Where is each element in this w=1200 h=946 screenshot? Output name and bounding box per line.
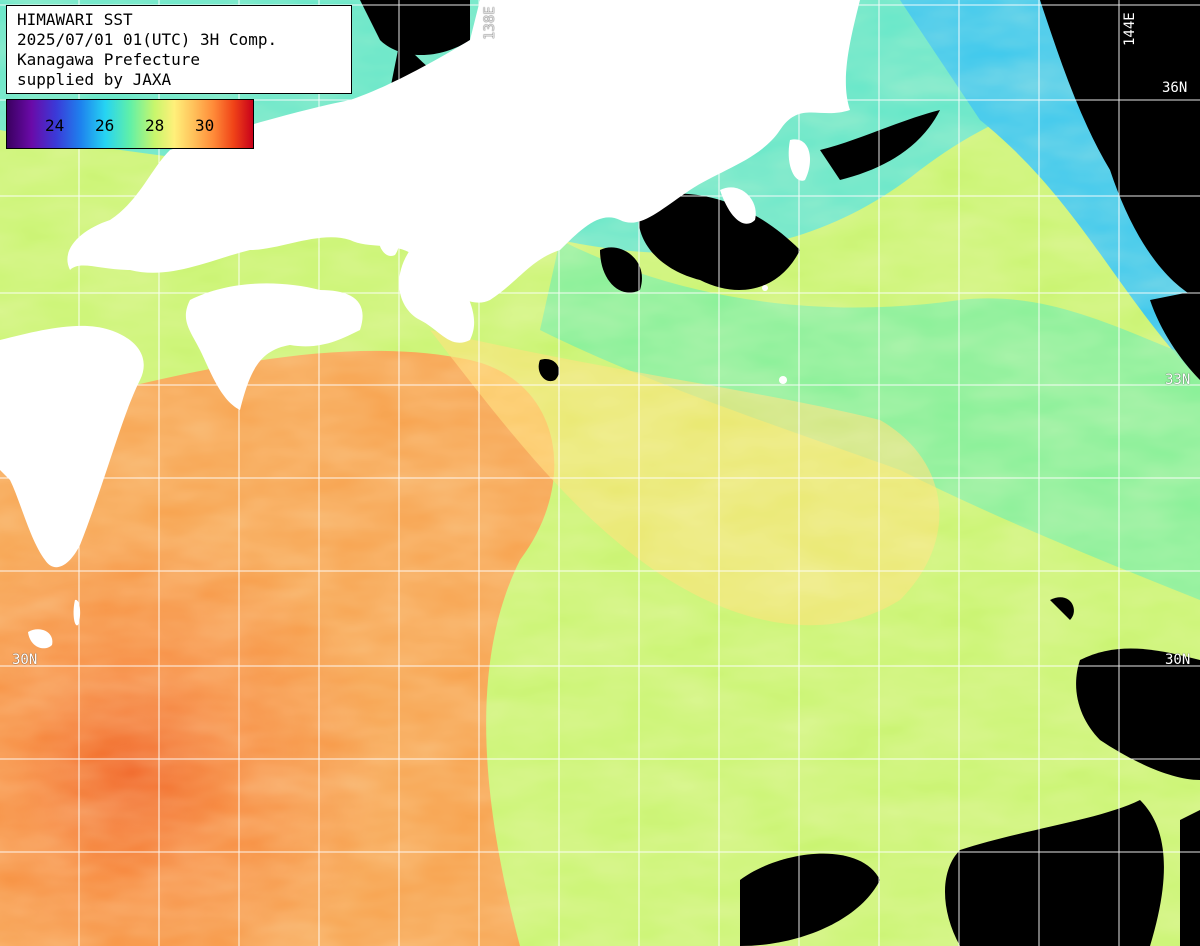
land-islet-2 <box>762 285 768 291</box>
product-title: HIMAWARI SST <box>17 10 133 29</box>
colorbar-tick-28: 28 <box>145 116 165 135</box>
lat-label-30n-left: 30N <box>12 652 38 668</box>
land-honshu <box>67 0 861 303</box>
land-islet-1 <box>779 376 787 384</box>
map-info-box: HIMAWARI SST 2025/07/01 01(UTC) 3H Comp.… <box>6 5 352 94</box>
lat-label-33n: 33N <box>1165 372 1191 388</box>
land-shikoku <box>185 283 363 410</box>
land-kyushu <box>0 325 144 568</box>
land-yakushima <box>28 629 53 649</box>
lon-label-144e: 144E <box>1122 12 1138 46</box>
observation-datetime: 2025/07/01 01(UTC) 3H Comp. <box>17 30 278 49</box>
colorbar-tick-24: 24 <box>45 116 65 135</box>
colorbar-tick-26: 26 <box>95 116 115 135</box>
region-label: Kanagawa Prefecture <box>17 50 201 69</box>
lon-label-138e: 138E <box>482 6 498 40</box>
land <box>0 0 861 649</box>
land-awaji <box>378 229 400 256</box>
temperature-colorbar: 24 26 28 30 <box>6 99 254 149</box>
data-credit: supplied by JAXA <box>17 70 172 89</box>
lat-label-30n-right: 30N <box>1165 652 1191 668</box>
colorbar-tick-30: 30 <box>195 116 215 135</box>
lat-label-36n: 36N <box>1162 80 1188 96</box>
land-kii <box>399 247 475 343</box>
land-tanegashima <box>73 599 81 626</box>
cloud-cover <box>360 0 1200 946</box>
